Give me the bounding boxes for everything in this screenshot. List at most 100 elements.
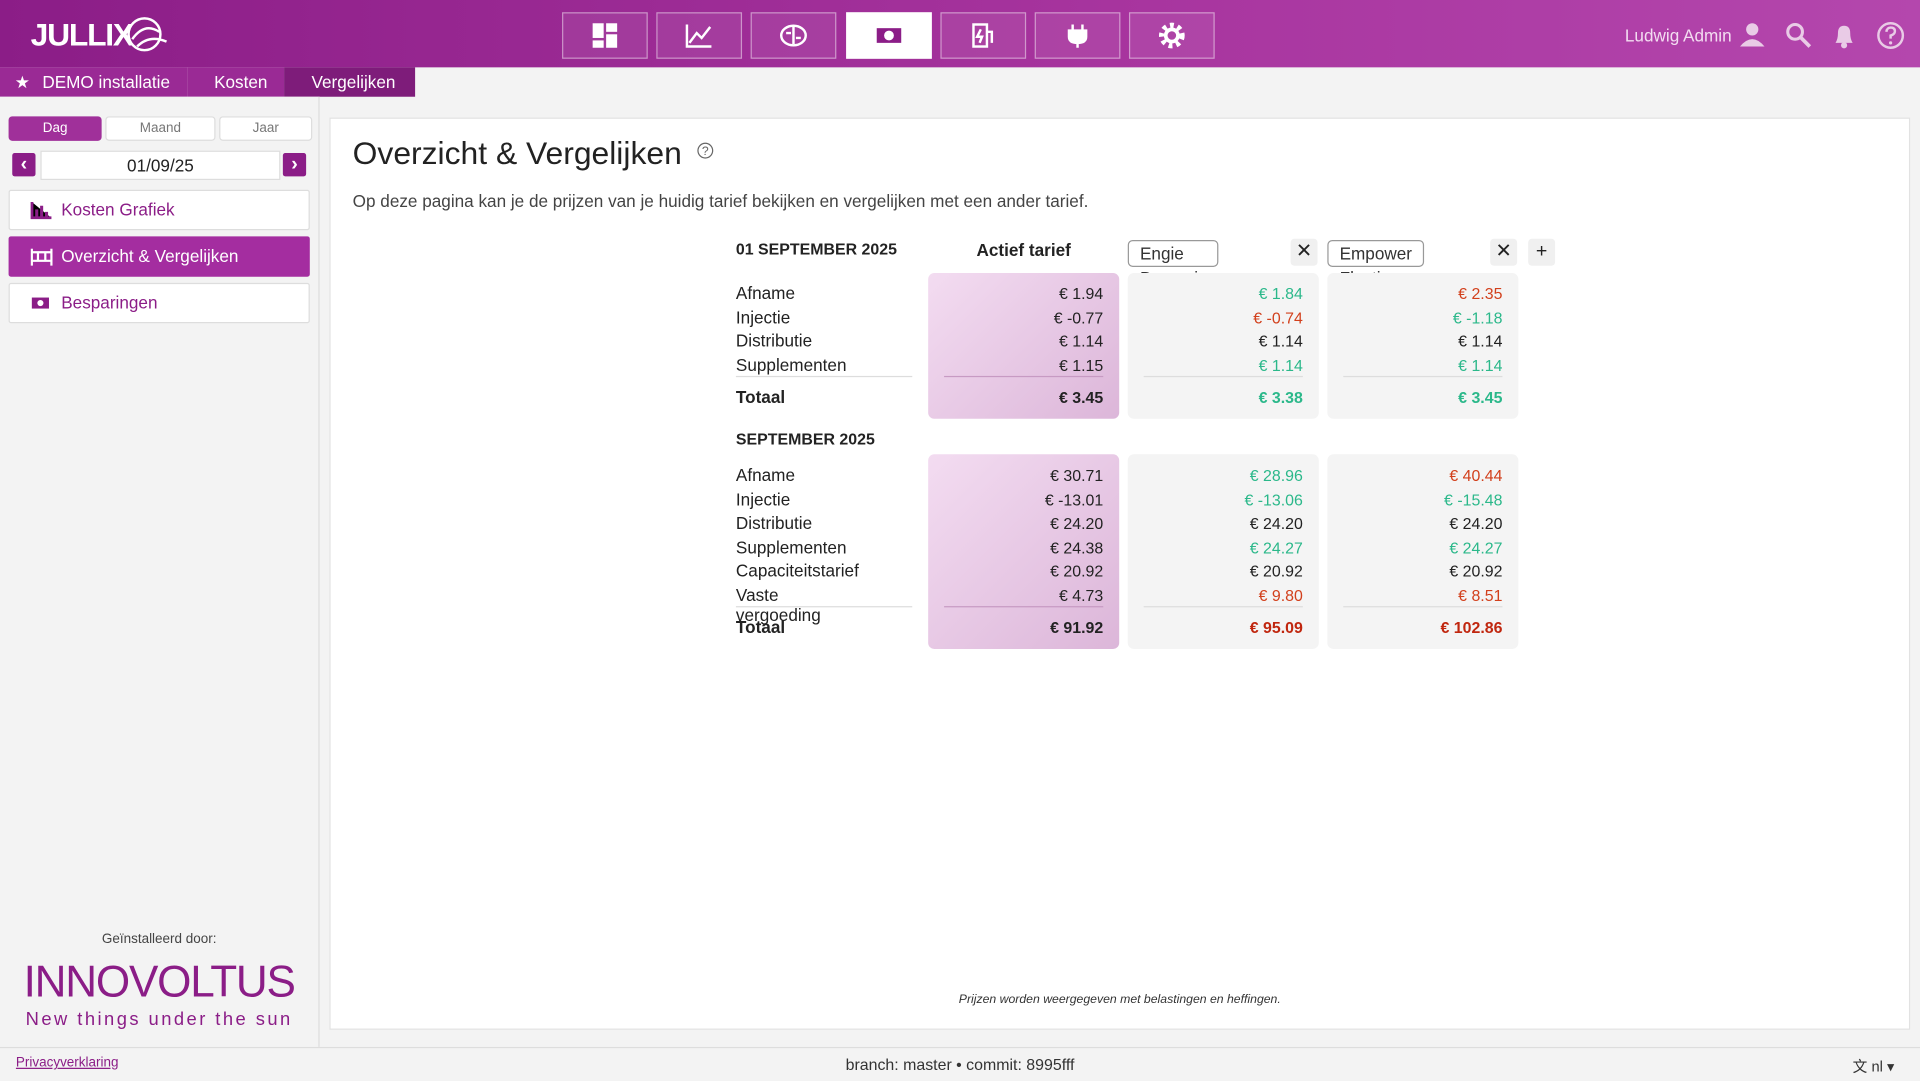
total-value: € 95.09 (1249, 618, 1303, 637)
remove-button[interactable]: ✕ (1490, 238, 1518, 266)
prev-button[interactable]: ‹ (12, 153, 36, 177)
row-label: Afname (735, 465, 796, 485)
menu-text: Besparingen (61, 292, 158, 313)
date-field[interactable]: 01/09/25 (40, 150, 281, 181)
total-value: € 3.45 (1058, 387, 1104, 407)
total-value: € 91.92 (1050, 618, 1104, 637)
footer: Privacyverklaring branch: master • commi… (0, 1046, 1920, 1081)
price-value: € 1.14 (1458, 332, 1503, 351)
icon (1158, 22, 1185, 49)
price-column (1127, 273, 1319, 419)
row-label: Capaciteitstarief (735, 561, 859, 581)
price-value: € 1.14 (1058, 332, 1104, 351)
price-value: € 8.51 (1458, 586, 1503, 605)
price-column (1127, 454, 1319, 649)
price-value: € 1.14 (1258, 356, 1303, 375)
breadcrumb-item[interactable]: Kosten (187, 67, 285, 97)
nav-settings[interactable] (1128, 12, 1215, 59)
nav-chart[interactable] (656, 12, 743, 59)
user-icon[interactable] (1739, 21, 1766, 48)
logo-icon (127, 17, 168, 52)
nav-costs[interactable] (846, 12, 932, 59)
menu-item[interactable]: Kosten Grafiek (8, 189, 310, 231)
row-label: Afname (735, 282, 796, 303)
icon (30, 202, 52, 220)
price-value: € 1.14 (1458, 356, 1503, 375)
bell-icon[interactable] (1831, 22, 1858, 49)
price-value: € 24.20 (1050, 514, 1104, 533)
next-button[interactable]: › (282, 153, 307, 177)
tariff-select[interactable]: Empower Flextim... (1327, 240, 1425, 288)
price-value: € 24.20 (1249, 514, 1303, 533)
icon (876, 28, 902, 43)
price-value: € 1.15 (1058, 356, 1104, 375)
page-title: Overzicht & Vergelijken (352, 134, 682, 172)
price-value: € 30.71 (1050, 466, 1104, 485)
price-value: € 4.73 (1058, 586, 1104, 605)
language: nl (1871, 1057, 1883, 1076)
section-heading: 01 SEPTEMBER 2025 (735, 240, 897, 259)
icon (685, 24, 712, 48)
total-label: Totaal (735, 386, 786, 407)
nav-plug[interactable] (1034, 12, 1121, 59)
row-label: Injectie (735, 489, 791, 509)
price-value: € 20.92 (1249, 562, 1303, 581)
content-card (329, 117, 1911, 1030)
menu-text: Overzicht & Vergelijken (61, 246, 239, 266)
active-header: Actief tarief (976, 240, 1071, 260)
help-icon[interactable] (1876, 21, 1905, 50)
row-label: Distributie (735, 330, 813, 351)
price-value: € 1.14 (1258, 332, 1303, 351)
divider (1143, 606, 1303, 608)
price-value: € 1.94 (1058, 284, 1104, 303)
period-tab[interactable]: Dag (8, 116, 102, 141)
intro-text: Op deze pagina kan je de prijzen van je … (352, 191, 1089, 211)
row-label: Injectie (735, 306, 791, 327)
nav-dashboard[interactable] (562, 12, 648, 59)
divider (944, 375, 1104, 377)
price-value: € 24.27 (1449, 538, 1503, 557)
period-tab[interactable]: Jaar (219, 116, 313, 141)
price-value: € 1.84 (1258, 284, 1303, 303)
price-column (928, 273, 1120, 419)
info-icon[interactable]: ? (697, 142, 714, 159)
price-value: € -0.74 (1253, 308, 1303, 327)
price-column (1327, 454, 1519, 649)
price-value: € 24.38 (1050, 538, 1104, 557)
add-button[interactable]: + (1528, 238, 1556, 266)
nav-brain[interactable] (750, 12, 837, 59)
user-name[interactable]: Ludwig Admin (1624, 25, 1732, 46)
icon (592, 23, 618, 48)
tariff-select[interactable]: Engie Dynamic 1... (1127, 240, 1219, 312)
installer-brand[interactable]: INNOVOLTUS (23, 956, 296, 1007)
divider (944, 606, 1104, 608)
breadcrumb: ★ DEMO installatie Kosten Vergelijken (0, 67, 416, 97)
sidebar: Dag Maand Jaar ‹ 01/09/25 › Kosten Grafi… (0, 96, 320, 1047)
build-info: branch: master • commit: 8995fff (845, 1055, 1075, 1074)
menu-text: Kosten Grafiek (61, 199, 175, 220)
price-value: € -13.06 (1244, 490, 1303, 509)
nav-charging[interactable] (940, 12, 1027, 59)
icon (30, 248, 53, 266)
search-icon[interactable] (1785, 22, 1812, 49)
price-value: € 20.92 (1449, 562, 1503, 581)
language-select[interactable]: ⽂ nl ▾ (1852, 1057, 1895, 1076)
price-value: € 28.96 (1249, 466, 1303, 485)
menu-item[interactable]: Besparingen (8, 282, 310, 324)
price-value: € -0.77 (1053, 308, 1104, 327)
price-value: € 2.35 (1458, 284, 1503, 303)
installer-label: Geïnstalleerd door: (101, 931, 217, 947)
remove-button[interactable]: ✕ (1290, 238, 1318, 266)
footnote: Prijzen worden weergegeven met belasting… (958, 993, 1281, 1007)
privacy-link[interactable]: Privacyverklaring (15, 1055, 119, 1071)
period-tab[interactable]: Maand (105, 116, 216, 141)
price-value: € 20.92 (1050, 562, 1104, 581)
breadcrumb-item[interactable]: Vergelijken (284, 67, 416, 97)
breadcrumb-item[interactable]: ★ DEMO installatie (0, 67, 188, 97)
logo[interactable]: JULLIX (30, 15, 135, 53)
divider (735, 375, 913, 377)
menu-item[interactable]: Overzicht & Vergelijken (8, 236, 310, 277)
price-value: € 9.80 (1258, 586, 1303, 605)
divider (1343, 606, 1503, 608)
price-value: € 40.44 (1449, 466, 1503, 485)
